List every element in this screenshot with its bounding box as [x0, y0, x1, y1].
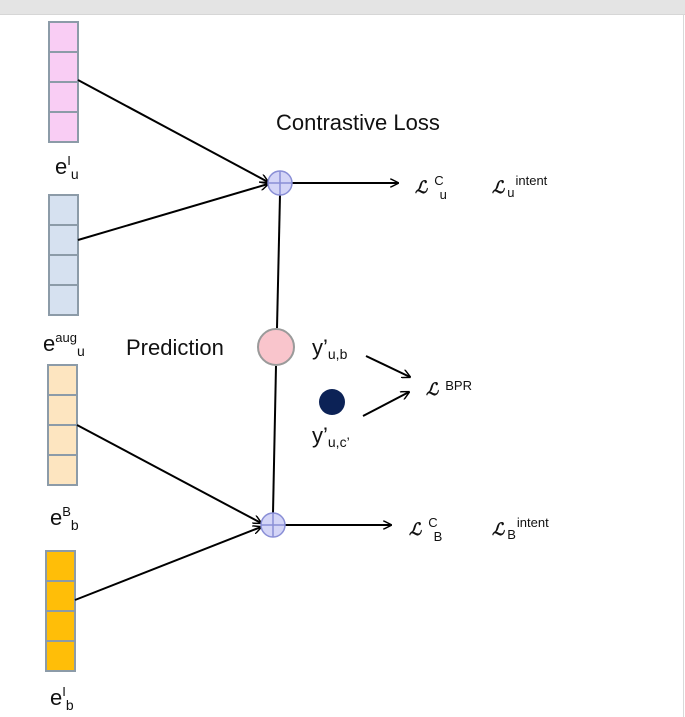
contrastive-loss-label: Contrastive Loss [276, 110, 440, 135]
edge-behavior-bundle-to-combiner [76, 424, 261, 523]
label-e-intent-user: eIu [55, 153, 79, 182]
edge-aug-user-to-combiner [77, 184, 268, 241]
vector-cell [48, 81, 79, 113]
edge-top-combiner-to-prediction [276, 194, 281, 329]
loss-intent-bundle: ℒ Bintent [492, 515, 549, 542]
label-e-aug-user: eaugu [43, 330, 85, 359]
vector-e-intent-bundle [45, 550, 76, 672]
label-e-intent-bundle: eIb [50, 684, 74, 713]
vector-cell [48, 194, 79, 226]
label-e-behavior-bundle: eBb [50, 504, 79, 533]
vector-e-aug-user [48, 194, 79, 316]
vector-cell [48, 284, 79, 316]
edge-intent-bundle-to-combiner [74, 527, 261, 601]
vector-cell [48, 254, 79, 286]
loss-bpr: ℒ BPR [426, 378, 472, 400]
vector-cell [48, 224, 79, 256]
vector-e-behavior-bundle [47, 364, 78, 486]
vector-cell [47, 454, 78, 486]
vector-cell [45, 550, 76, 582]
window-right-edge [683, 14, 684, 717]
edge-intent-user-to-combiner [77, 79, 268, 182]
vector-e-intent-user [48, 21, 79, 143]
edge-prediction-to-bottom-combiner [272, 365, 277, 514]
vector-cell [47, 364, 78, 396]
bottom-combiner-node [260, 512, 286, 538]
top-combiner-node [267, 170, 293, 196]
window-top-bar [0, 0, 685, 15]
negative-prediction-label: y’u,c’ [312, 423, 350, 450]
edge-positive-prediction-to-bpr [365, 355, 410, 377]
vector-cell [48, 51, 79, 83]
edge-negative-prediction-to-bpr [362, 392, 409, 417]
positive-prediction-label: y’u,b [312, 335, 348, 362]
prediction-node [257, 328, 295, 366]
vector-cell [45, 640, 76, 672]
vector-cell [48, 21, 79, 53]
negative-sample-dot [319, 389, 345, 415]
vector-cell [45, 580, 76, 612]
vector-cell [47, 394, 78, 426]
vector-cell [45, 610, 76, 642]
prediction-label: Prediction [126, 335, 224, 360]
vector-cell [47, 424, 78, 456]
vector-cell [48, 111, 79, 143]
